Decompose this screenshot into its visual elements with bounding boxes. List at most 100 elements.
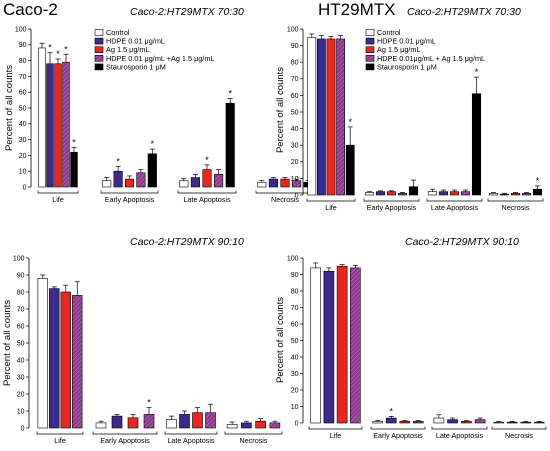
bar [364, 192, 375, 196]
category-bracket [37, 190, 79, 194]
bar [111, 415, 123, 429]
bar [433, 417, 445, 424]
y-tick-label: 50 [291, 338, 299, 345]
y-tick-label: 0 [295, 192, 299, 199]
panel-subtitle: Caco-2:HT29MTX 90:10 [405, 236, 519, 248]
y-tick-label: 40 [291, 354, 299, 361]
y-tick-label: 60 [291, 321, 299, 328]
category-bracket [224, 431, 283, 435]
bar [166, 419, 177, 429]
legend-entry: Control [106, 28, 130, 37]
bar [461, 421, 472, 424]
bar [257, 181, 267, 188]
legend-swatch [94, 63, 104, 71]
bar [336, 38, 345, 196]
bar [520, 421, 532, 424]
y-tick-label: 100 [287, 255, 299, 262]
bar [113, 170, 123, 188]
bar [438, 191, 449, 196]
bar [399, 421, 411, 424]
legend-swatch [94, 37, 104, 45]
y-axis-label: Percent of all counts [2, 300, 13, 386]
bar [521, 193, 532, 196]
y-axis-label: Percent of all counts [275, 67, 286, 153]
y-tick-label: 30 [19, 137, 27, 144]
legend-swatch [365, 29, 375, 36]
y-tick-label: 40 [291, 126, 299, 133]
panel-subtitle: Caco-2:HT29MTX 70:30 [407, 6, 521, 18]
bar [37, 278, 48, 429]
legend-swatch [94, 29, 104, 36]
y-tick-label: 100 [15, 26, 27, 33]
y-tick-label: 70 [291, 76, 299, 83]
y-tick-label: 40 [19, 121, 27, 128]
y-tick-label: 80 [17, 289, 25, 296]
bar [62, 61, 70, 188]
bar [310, 267, 321, 424]
bar [326, 38, 336, 196]
legend-entry: Staurosporin 1 μM [377, 62, 437, 71]
significance-star: * [389, 406, 393, 416]
bar [72, 295, 83, 429]
y-tick-label: 10 [291, 176, 299, 183]
y-tick-label: 0 [23, 184, 27, 191]
y-tick-label: 0 [21, 425, 25, 432]
bar [38, 47, 46, 188]
x-category-label: Late Apoptosis [436, 431, 484, 440]
category-bracket [363, 198, 420, 202]
panel-title: HT29MTX [318, 0, 395, 19]
bar [179, 414, 190, 429]
y-tick-label: 80 [291, 288, 299, 295]
bar [372, 421, 384, 424]
y-tick-label: 20 [17, 391, 25, 398]
y-tick-label: 60 [19, 90, 27, 97]
category-bracket [92, 431, 158, 435]
bar [280, 178, 290, 188]
bar [255, 420, 266, 429]
y-tick-label: 70 [291, 305, 299, 312]
x-category-label: Early Apoptosis [373, 431, 423, 440]
bar [102, 180, 112, 188]
bar [510, 193, 521, 196]
y-tick-label: 20 [291, 159, 299, 166]
y-tick-label: 20 [291, 387, 299, 394]
y-tick-label: 60 [17, 323, 25, 330]
bar [70, 151, 78, 188]
y-tick-label: 20 [19, 153, 27, 160]
bar [205, 412, 216, 429]
category-bracket [487, 198, 544, 202]
significance-star: * [348, 117, 352, 127]
bar [323, 270, 335, 424]
category-bracket [100, 190, 159, 194]
x-category-label: Early Apoptosis [367, 203, 417, 212]
y-tick-label: 60 [291, 93, 299, 100]
significance-star: * [151, 139, 155, 149]
bar [397, 193, 408, 196]
bar [60, 291, 71, 429]
bar [350, 267, 361, 424]
bar [471, 93, 482, 196]
y-tick-label: 90 [291, 43, 299, 50]
bar [49, 288, 60, 429]
category-bracket [177, 190, 237, 194]
category-bracket [306, 198, 356, 202]
bar [307, 36, 317, 196]
bar [127, 417, 139, 429]
y-tick-label: 100 [13, 255, 25, 262]
significance-star: * [205, 155, 209, 165]
y-tick-label: 80 [291, 60, 299, 67]
bar [202, 169, 212, 188]
legend-swatch [94, 46, 104, 54]
bar [345, 144, 355, 196]
x-category-label: Necrosis [502, 203, 530, 212]
y-tick-label: 50 [17, 340, 25, 347]
category-bracket [255, 190, 315, 194]
legend-swatch [365, 37, 375, 45]
category-bracket [491, 426, 547, 430]
significance-star: * [228, 89, 232, 99]
bar [214, 174, 224, 188]
significance-star: * [64, 44, 68, 54]
y-tick-label: 70 [17, 306, 25, 313]
legend-entry: HDPE 0.01μg/mL + Ag 1.5 μg/mL [377, 54, 485, 63]
legend-swatch [94, 54, 104, 62]
